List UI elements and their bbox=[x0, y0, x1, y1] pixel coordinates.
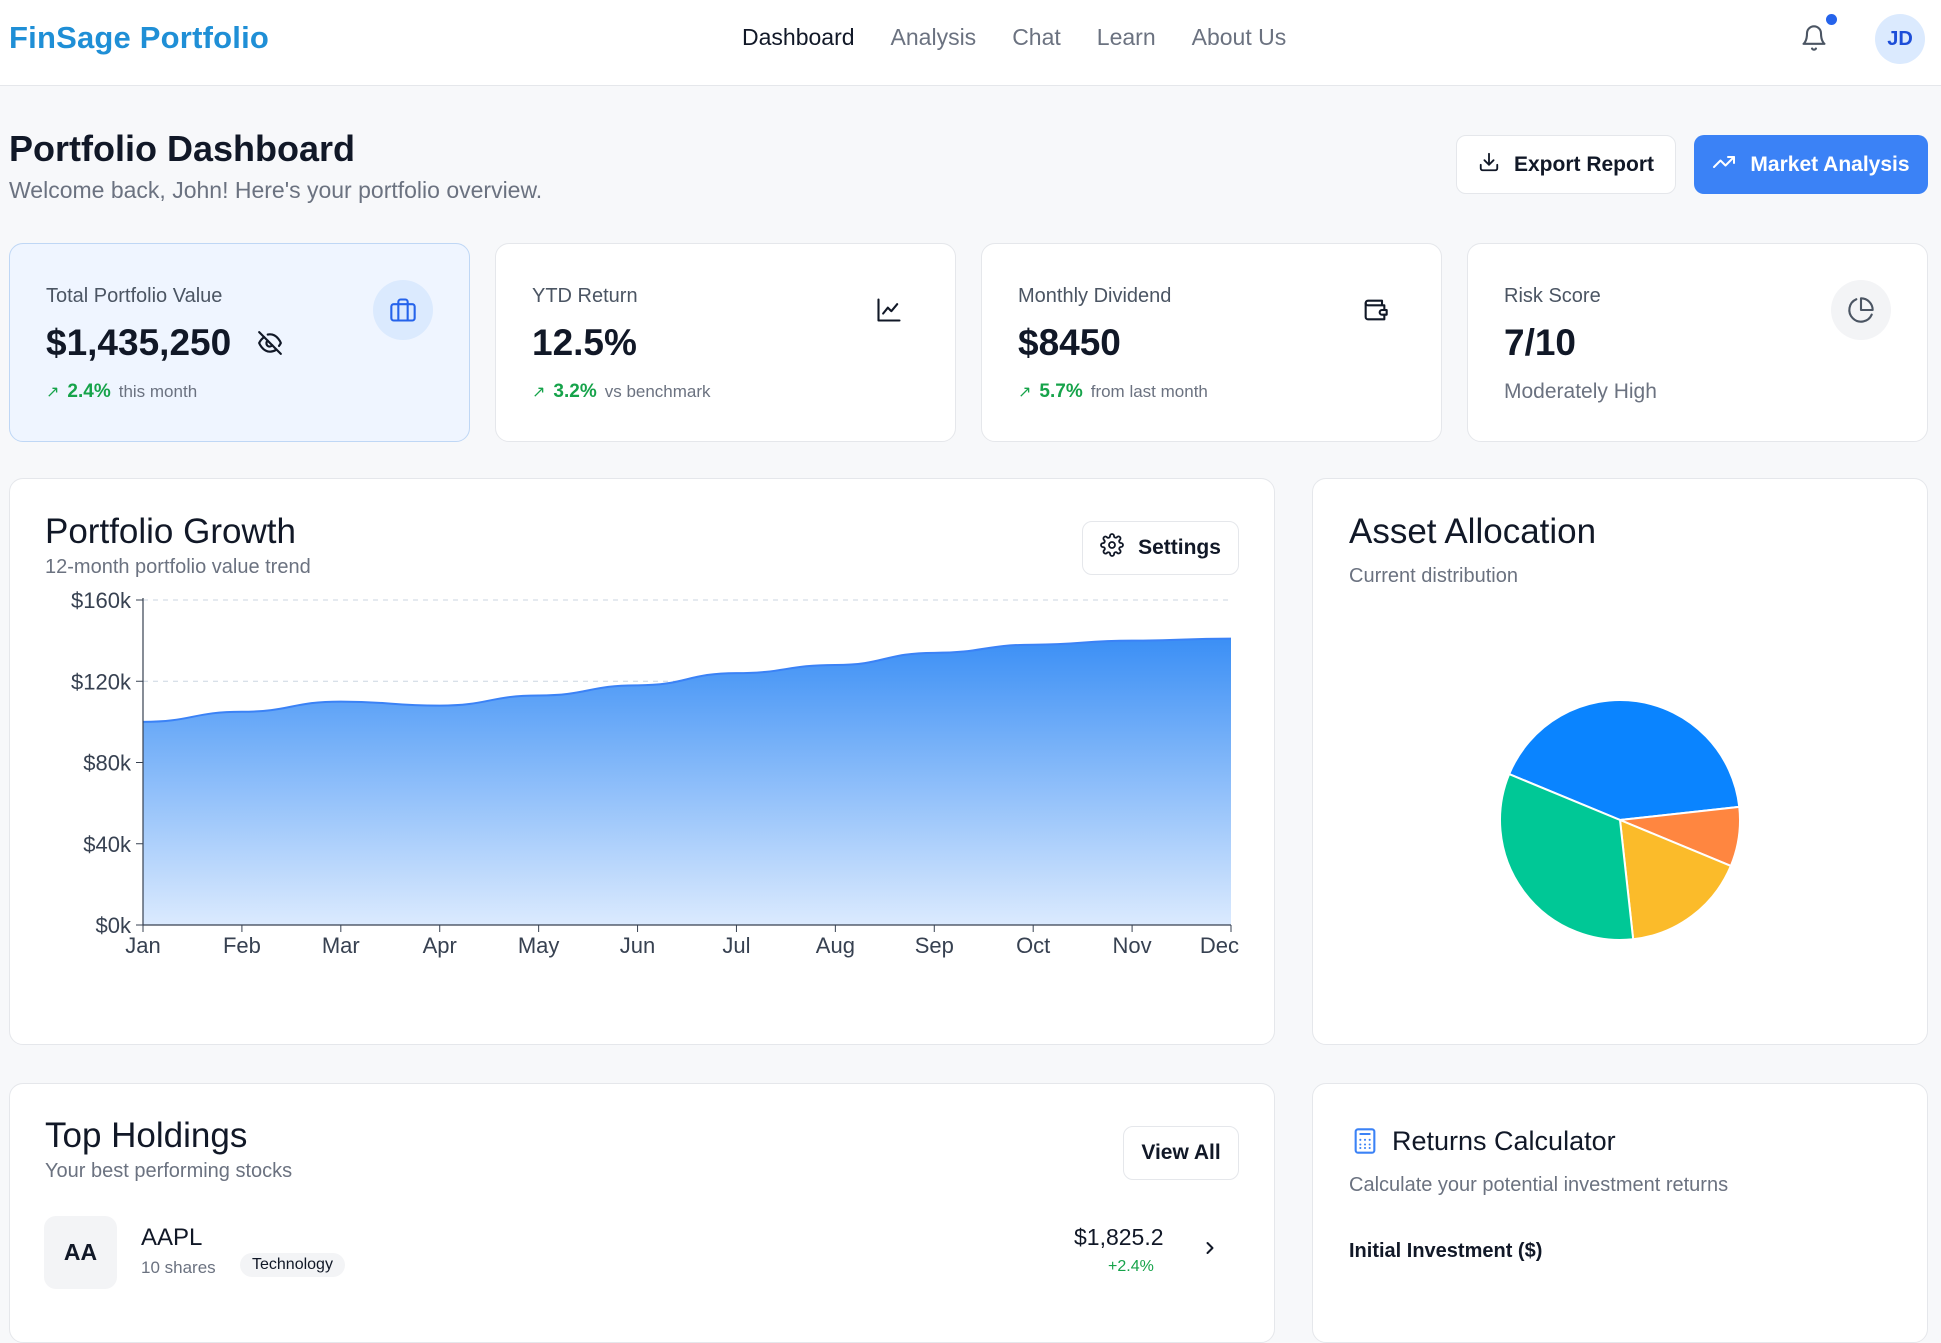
stat-change-note: vs benchmark bbox=[604, 382, 711, 401]
y-tick-label: $120k bbox=[71, 669, 132, 694]
page-title: Portfolio Dashboard bbox=[9, 128, 356, 169]
download-icon bbox=[1478, 151, 1500, 179]
x-tick-label: Oct bbox=[1016, 933, 1050, 958]
stat-change-pct: 3.2% bbox=[553, 381, 597, 402]
asset-allocation-title: Asset Allocation bbox=[1349, 512, 1597, 551]
pie-slice bbox=[1499, 772, 1635, 941]
notification-dot bbox=[1826, 14, 1837, 25]
top-holdings-title: Top Holdings bbox=[45, 1116, 248, 1155]
series-line bbox=[142, 637, 1232, 723]
stat-subtext: Moderately High bbox=[1504, 380, 1657, 403]
x-tick-label: Dec bbox=[1200, 933, 1239, 958]
portfolio-growth-chart: $0k $40k $80k $120k $160k Jan Feb Mar Apr May Jun J… bbox=[71, 590, 1239, 958]
x-tick-label: Sep bbox=[915, 933, 954, 958]
nav-link-learn[interactable]: Learn bbox=[1096, 24, 1156, 50]
x-tick-label: Mar bbox=[322, 933, 360, 958]
x-tick-label: Apr bbox=[423, 933, 457, 958]
nav-link-chat[interactable]: Chat bbox=[1012, 24, 1061, 50]
holding-change: +2.4% bbox=[1108, 1258, 1154, 1275]
nav-link-about-us[interactable]: About Us bbox=[1191, 24, 1287, 50]
stat-card-ytd-return: YTD Return 12.5% ↗ 3.2% vs benchmark bbox=[495, 243, 956, 442]
eye-off-icon[interactable] bbox=[257, 330, 283, 361]
calculator-icon bbox=[1351, 1126, 1379, 1161]
holding-ticker: AAPL bbox=[141, 1224, 203, 1251]
chevron-right-icon[interactable] bbox=[1200, 1238, 1220, 1263]
stat-change: ↗ 3.2% vs benchmark bbox=[532, 381, 711, 403]
holding-shares: 10 shares bbox=[141, 1258, 216, 1277]
export-report-label: Export Report bbox=[1513, 152, 1654, 176]
holding-badge: AA bbox=[44, 1216, 117, 1289]
settings-label: Settings bbox=[1138, 536, 1221, 559]
stat-change-note: from last month bbox=[1090, 382, 1208, 401]
avatar[interactable]: JD bbox=[1875, 14, 1925, 64]
wallet-icon bbox=[1345, 280, 1405, 340]
briefcase-icon bbox=[373, 280, 433, 340]
view-all-button[interactable]: View All bbox=[1123, 1126, 1239, 1180]
arrow-up-right-icon: ↗ bbox=[1018, 384, 1032, 401]
pie-slice bbox=[1618, 818, 1733, 941]
stat-change-pct: 2.4% bbox=[67, 381, 111, 402]
arrow-up-right-icon: ↗ bbox=[46, 384, 60, 401]
y-tick-label: $0k bbox=[96, 913, 132, 938]
gear-icon bbox=[1100, 533, 1124, 563]
y-tick-label: $80k bbox=[83, 751, 132, 776]
stat-value: 12.5% bbox=[532, 322, 637, 363]
pie-slice bbox=[1507, 699, 1741, 822]
page-subtitle: Welcome back, John! Here's your portfoli… bbox=[9, 177, 543, 203]
returns-calculator-panel bbox=[1312, 1083, 1928, 1343]
y-tick-label: $40k bbox=[83, 832, 132, 857]
nav-link-analysis[interactable]: Analysis bbox=[890, 24, 977, 50]
brand-logo[interactable]: FinSage Portfolio bbox=[9, 20, 270, 55]
asset-allocation-pie bbox=[1499, 699, 1741, 941]
stat-card-monthly-dividend: Monthly Dividend $8450 ↗ 5.7% from last … bbox=[981, 243, 1442, 442]
market-analysis-button[interactable]: Market Analysis bbox=[1694, 135, 1928, 194]
arrow-up-right-icon: ↗ bbox=[532, 384, 546, 401]
stat-label: YTD Return bbox=[532, 285, 638, 307]
x-tick-label: Feb bbox=[223, 933, 261, 958]
stat-label: Risk Score bbox=[1504, 285, 1601, 307]
stat-change: ↗ 2.4% this month bbox=[46, 381, 197, 403]
stat-change: ↗ 5.7% from last month bbox=[1018, 381, 1208, 403]
trending-up-icon bbox=[1712, 150, 1736, 180]
stat-card-risk-score: Risk Score 7/10 Moderately High bbox=[1467, 243, 1928, 442]
settings-button[interactable]: Settings bbox=[1082, 521, 1239, 575]
portfolio-growth-title: Portfolio Growth bbox=[45, 512, 296, 551]
stat-change-pct: 5.7% bbox=[1039, 381, 1083, 402]
stat-card-total-value: Total Portfolio Value $1,435,250 ↗ 2.4% … bbox=[9, 243, 470, 442]
y-tick-label: $160k bbox=[71, 590, 132, 613]
returns-calculator-title: Returns Calculator bbox=[1392, 1126, 1616, 1156]
x-tick-label: Nov bbox=[1113, 933, 1152, 958]
initial-investment-label: Initial Investment ($) bbox=[1349, 1240, 1543, 1262]
stat-value: $8450 bbox=[1018, 322, 1121, 363]
x-tick-label: Jul bbox=[722, 933, 750, 958]
portfolio-growth-subtitle: 12-month portfolio value trend bbox=[45, 556, 311, 578]
holding-sector-tag: Technology bbox=[240, 1253, 345, 1277]
bell-icon[interactable] bbox=[1800, 24, 1828, 52]
returns-calculator-subtitle: Calculate your potential investment retu… bbox=[1349, 1174, 1729, 1196]
asset-allocation-subtitle: Current distribution bbox=[1349, 565, 1518, 587]
line-chart-icon bbox=[859, 280, 919, 340]
top-holdings-subtitle: Your best performing stocks bbox=[45, 1160, 293, 1182]
stat-value: $1,435,250 bbox=[46, 322, 232, 363]
pie-chart-icon bbox=[1831, 280, 1891, 340]
x-tick-label: Jun bbox=[620, 933, 655, 958]
stat-change-note: this month bbox=[118, 382, 198, 401]
x-tick-label: Jan bbox=[125, 933, 160, 958]
stat-label: Total Portfolio Value bbox=[46, 285, 223, 307]
area-fill bbox=[143, 638, 1231, 925]
export-report-button[interactable]: Export Report bbox=[1456, 135, 1676, 194]
stat-value: 7/10 bbox=[1504, 322, 1577, 363]
x-tick-label: Aug bbox=[816, 933, 855, 958]
stat-label: Monthly Dividend bbox=[1018, 285, 1172, 307]
nav-link-dashboard[interactable]: Dashboard bbox=[742, 24, 855, 50]
top-navbar: FinSage Portfolio Dashboard Analysis Cha… bbox=[0, 0, 1941, 86]
market-analysis-label: Market Analysis bbox=[1750, 152, 1910, 176]
nav-links: Dashboard Analysis Chat Learn About Us bbox=[742, 24, 1286, 51]
x-tick-label: May bbox=[518, 933, 560, 958]
holding-price: $1,825.2 bbox=[1074, 1224, 1164, 1250]
